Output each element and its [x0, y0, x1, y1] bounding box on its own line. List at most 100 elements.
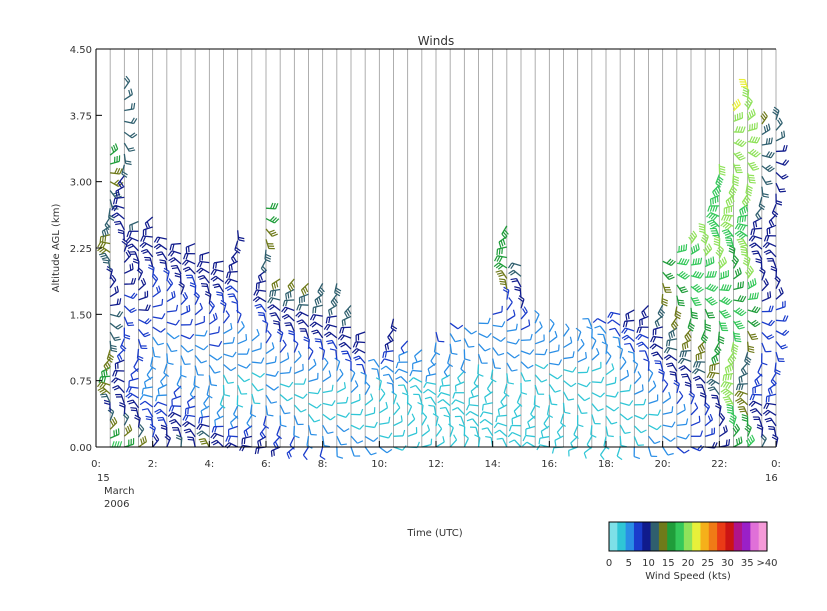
wind-barb: [521, 441, 536, 448]
wind-barb: [194, 355, 208, 364]
wind-barb: [150, 356, 157, 370]
wind-barb: [285, 288, 295, 300]
wind-barb: [121, 238, 129, 252]
colorbar-swatch: [700, 522, 710, 551]
x-tick-label: 10:: [371, 459, 387, 470]
wind-barb: [119, 338, 127, 352]
wind-barb: [770, 372, 777, 387]
wind-barb: [330, 293, 339, 308]
wind-barb: [775, 287, 784, 300]
wind-barb: [237, 363, 251, 369]
wind-barb: [183, 428, 196, 438]
wind-barb: [322, 370, 332, 383]
wind-barb: [761, 123, 771, 136]
wind-barb: [230, 250, 239, 264]
wind-barb: [97, 246, 111, 255]
wind-barb: [749, 407, 763, 417]
wind-barb: [736, 238, 749, 248]
wind-barb: [635, 333, 649, 341]
wind-barb: [123, 131, 138, 139]
wind-barb: [767, 425, 777, 437]
wind-barb: [197, 274, 210, 284]
wind-barb: [775, 351, 785, 363]
wind-barb: [216, 405, 224, 419]
wind-barb: [662, 435, 676, 442]
wind-barb: [318, 346, 326, 360]
wind-barb: [648, 424, 662, 431]
wind-barb: [174, 272, 182, 285]
wind-barb: [378, 446, 393, 454]
wind-barb: [724, 362, 734, 375]
wind-barb: [548, 373, 563, 380]
wind-barb: [530, 405, 536, 419]
wind-barb: [255, 280, 267, 290]
wind-barb: [668, 327, 678, 340]
wind-barb: [123, 75, 131, 90]
wind-barb: [265, 384, 280, 391]
wind-barb: [293, 425, 300, 439]
wind-barb: [577, 404, 588, 414]
wind-barb: [160, 424, 168, 437]
wind-barb: [393, 402, 401, 416]
wind-barb: [473, 374, 480, 388]
wind-barb: [140, 248, 154, 258]
wind-barb: [707, 205, 720, 212]
wind-barb: [752, 383, 763, 394]
wind-barb: [141, 408, 154, 418]
wind-barb: [717, 256, 728, 270]
wind-barb: [745, 434, 755, 448]
x-tick-label: 8:: [318, 459, 328, 470]
wind-barb: [745, 183, 753, 197]
wind-barb: [233, 405, 239, 419]
colorbar-tick-label: 5: [626, 558, 632, 569]
wind-barb: [166, 290, 176, 303]
wind-barb: [520, 382, 528, 395]
wind-barb: [648, 409, 661, 416]
colorbar-label: Wind Speed (kts): [645, 571, 731, 582]
wind-barb: [296, 319, 309, 328]
x-ticks: 0: 2: 4: 6: 8: 10: 12: 14: 16: 18: 20: 22: 0:: [91, 441, 781, 470]
wind-barb: [647, 446, 658, 458]
wind-barb: [296, 304, 309, 311]
wind-barb: [421, 424, 431, 437]
y-tick-label: 0.00: [70, 443, 92, 454]
wind-barb: [360, 371, 367, 385]
wind-barb: [733, 138, 747, 148]
wind-barb: [182, 266, 196, 275]
wind-barb: [124, 117, 138, 125]
wind-barb: [224, 278, 238, 285]
start-date-day: 15: [97, 473, 110, 484]
wind-barb: [496, 437, 508, 448]
wind-barb: [676, 270, 690, 280]
x-tick-label: 14:: [485, 459, 501, 470]
wind-barb: [156, 416, 168, 427]
wind-barb: [747, 122, 758, 132]
wind-barb: [691, 430, 704, 437]
wind-barb: [172, 427, 182, 438]
wind-barb: [152, 346, 161, 358]
wind-barb: [336, 446, 344, 459]
wind-barb: [506, 362, 518, 372]
wind-barb: [760, 433, 767, 448]
wind-barb: [198, 438, 210, 448]
x-tick-label: 2:: [148, 459, 158, 470]
wind-barb: [740, 246, 749, 258]
wind-barb: [322, 424, 334, 434]
wind-barb: [350, 380, 359, 394]
wind-barb: [124, 292, 138, 300]
wind-barb: [334, 357, 341, 371]
wind-barb: [300, 282, 309, 296]
wind-barb: [194, 302, 203, 316]
wind-barb: [763, 235, 777, 242]
wind-barb: [761, 319, 776, 327]
wind-barb: [620, 384, 632, 393]
wind-barb: [733, 307, 747, 317]
wind-barb: [153, 236, 167, 244]
wind-barb: [259, 425, 267, 440]
wind-barb: [761, 331, 775, 340]
wind-barb: [438, 384, 451, 393]
wind-barb: [251, 342, 262, 353]
wind-barb: [251, 357, 265, 364]
wind-barb: [591, 392, 606, 398]
wind-barb: [196, 423, 210, 431]
